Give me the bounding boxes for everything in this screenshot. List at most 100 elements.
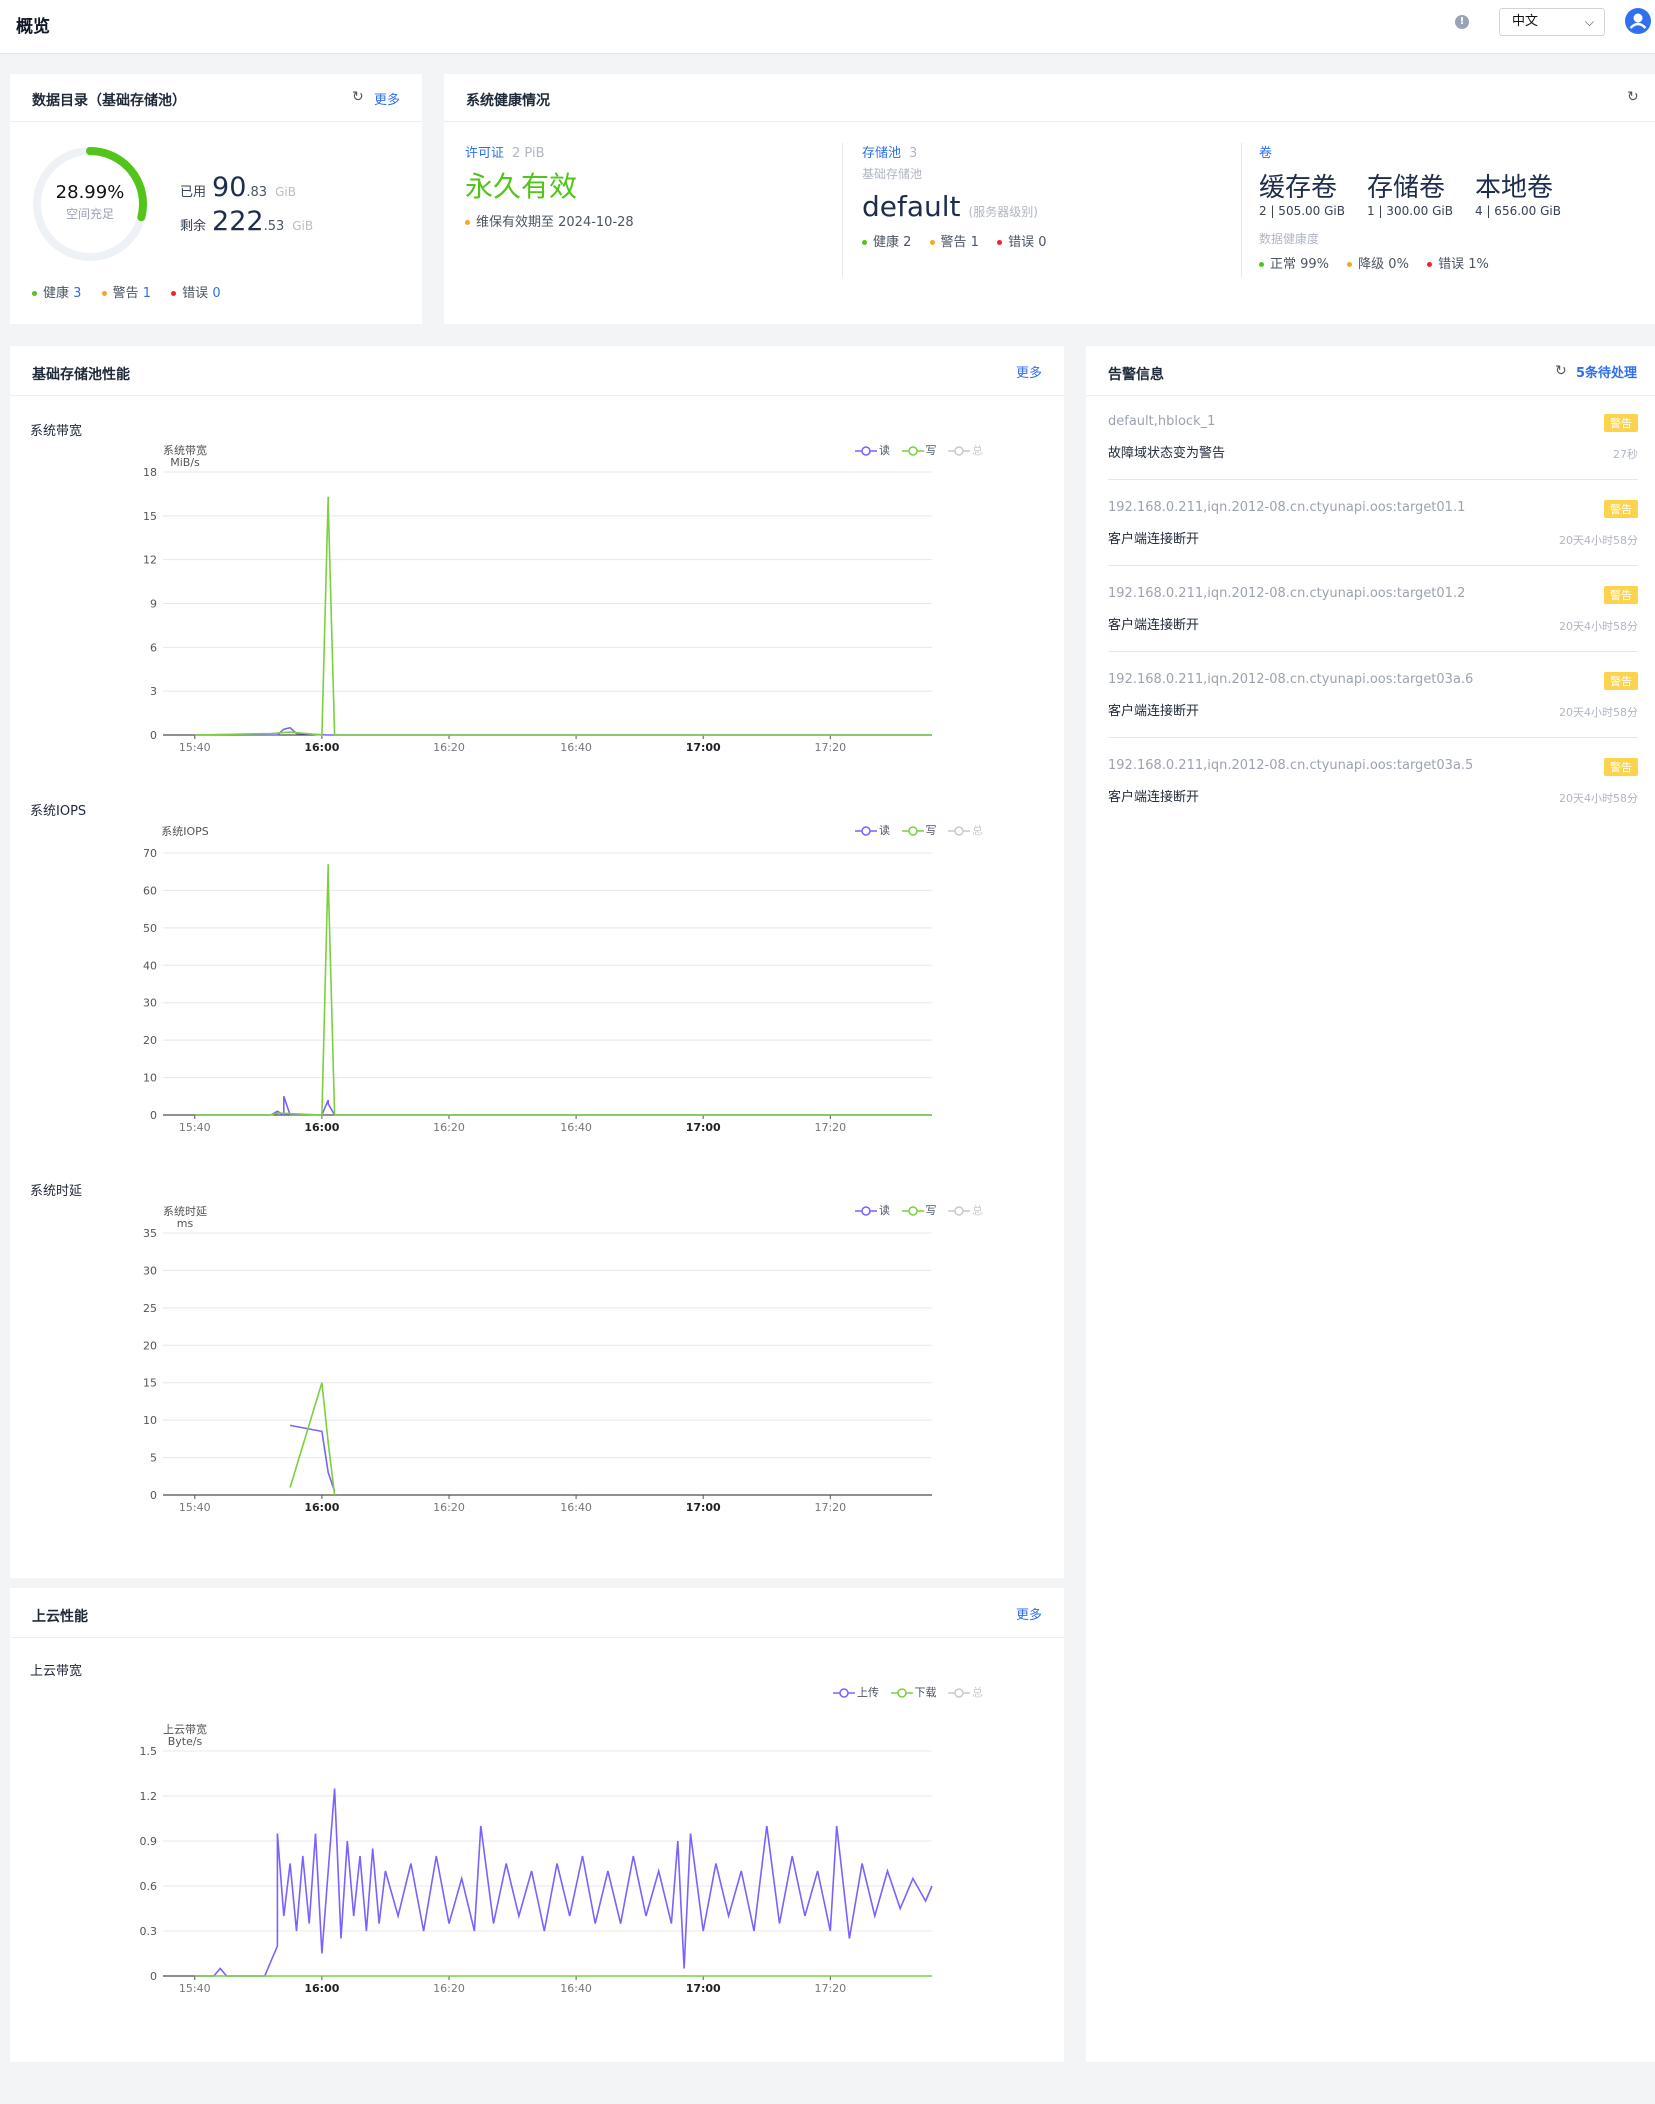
volume-storage[interactable]: 存储卷 1 | 300.00 GiB (1367, 167, 1475, 218)
alert-item[interactable]: 192.168.0.211,iqn.2012-08.cn.ctyunapi.oo… (1108, 482, 1638, 566)
alert-item[interactable]: 192.168.0.211,iqn.2012-08.cn.ctyunapi.oo… (1108, 654, 1638, 738)
data-health-label: 数据健康度 (1259, 232, 1320, 246)
maintenance-note: 维保有效期至 2024-10-28 (476, 215, 634, 230)
chart-title: 系统IOPS (30, 804, 87, 819)
pool-label[interactable]: 存储池 (862, 146, 902, 161)
warning-label: 警告 (112, 286, 139, 301)
alert-time: 20天4小时58分 (1559, 534, 1638, 547)
volume-local[interactable]: 本地卷 4 | 656.00 GiB (1475, 167, 1583, 218)
error-count[interactable]: 0 (212, 286, 221, 301)
volume-stat: 4 | 656.00 GiB (1475, 204, 1561, 218)
pool-sub: 基础存储池 (862, 167, 923, 181)
alert-source: 192.168.0.211,iqn.2012-08.cn.ctyunapi.oo… (1108, 672, 1474, 687)
language-select[interactable]: 中文 ⌵ (1499, 8, 1605, 36)
data-catalog-header: 数据目录（基础存储池） ↻ 更多 (10, 74, 422, 122)
volume-name: 缓存卷 (1259, 173, 1338, 203)
legend-download[interactable]: 下载 (890, 1684, 937, 1700)
volume-stat: 1 | 300.00 GiB (1367, 204, 1453, 218)
warning-dot-icon (101, 291, 107, 296)
legend-total[interactable]: 总 (948, 1202, 983, 1218)
data-degraded: 降级 0% (1358, 257, 1409, 272)
alert-message: 客户端连接断开 (1108, 704, 1200, 719)
alerts-card: 告警信息 ↻ 5条待处理 default,hblock_1 故障域状态变为警告 … (1086, 346, 1655, 2062)
healthy-dot-icon (862, 240, 867, 245)
pool-level: (服务器级别) (968, 205, 1038, 219)
chart-legend: 读 写 总 (855, 822, 991, 838)
healthy-count[interactable]: 3 (73, 286, 82, 301)
chart-title: 系统时延 (30, 1184, 83, 1199)
cloud-performance-more-link[interactable]: 更多 (1015, 1608, 1042, 1623)
volume-label[interactable]: 卷 (1259, 146, 1273, 161)
data-error: 错误 1% (1438, 257, 1489, 272)
chart-legend: 读 写 总 (855, 442, 991, 458)
used-capacity: 已用 90.83 GiB (180, 172, 296, 203)
capacity-percent: 28.99% (55, 182, 125, 203)
alert-badge: 警告 (1604, 414, 1638, 432)
error-dot-icon (997, 240, 1003, 245)
legend-total[interactable]: 总 (948, 442, 983, 458)
refresh-icon[interactable]: ↻ (352, 89, 364, 105)
pool-warning: 警告 1 (940, 235, 979, 250)
alert-item[interactable]: 192.168.0.211,iqn.2012-08.cn.ctyunapi.oo… (1108, 568, 1638, 652)
license-label[interactable]: 许可证 (465, 146, 505, 161)
legend-read[interactable]: 读 (855, 822, 890, 838)
pool-performance-more-link[interactable]: 更多 (1015, 366, 1042, 381)
system-health-card: 系统健康情况 ↻ (444, 74, 1655, 324)
pool-performance-header: 基础存储池性能 更多 (10, 346, 1064, 396)
pool-name: default (862, 190, 961, 223)
normal-dot-icon (1259, 262, 1264, 267)
error-label: 错误 (182, 286, 209, 301)
info-circle-icon[interactable]: ! (1455, 15, 1469, 29)
alert-time: 20天4小时58分 (1559, 706, 1638, 719)
legend-read[interactable]: 读 (855, 1202, 890, 1218)
legend-write[interactable]: 写 (901, 1202, 937, 1218)
volume-name: 本地卷 (1475, 173, 1554, 203)
legend-write[interactable]: 写 (901, 822, 937, 838)
alert-time: 20天4小时58分 (1559, 792, 1638, 805)
used-unit: GiB (275, 185, 296, 199)
data-catalog-card: 数据目录（基础存储池） ↻ 更多 28.99% 空间充足 已用 90.83 GiB … (10, 74, 422, 324)
used-label: 已用 (180, 185, 207, 200)
refresh-icon[interactable]: ↻ (1555, 363, 1567, 379)
pool-healthy: 健康 2 (873, 235, 912, 250)
degraded-dot-icon (1347, 262, 1353, 267)
legend-read[interactable]: 读 (855, 442, 890, 458)
volume-section: 卷 缓存卷 2 | 505.00 GiB 存储卷 1 | 300.00 GiB … (1259, 142, 1583, 272)
license-value: 永久有效 (465, 170, 578, 203)
pool-performance-card: 基础存储池性能 更多 (10, 346, 1064, 1578)
chart-title: 系统带宽 (30, 424, 83, 439)
legend-upload[interactable]: 上传 (833, 1684, 879, 1700)
capacity-status: 空间充足 (65, 207, 114, 221)
warning-dot-icon (929, 240, 935, 245)
license-section: 许可证 2 PiB 永久有效 维保有效期至 2024-10-28 (465, 142, 634, 230)
volume-cache[interactable]: 缓存卷 2 | 505.00 GiB (1259, 167, 1367, 218)
alert-item[interactable]: default,hblock_1 故障域状态变为警告 警告 27秒 (1108, 396, 1638, 480)
volume-name: 存储卷 (1367, 173, 1446, 203)
alert-source: 192.168.0.211,iqn.2012-08.cn.ctyunapi.oo… (1108, 758, 1474, 773)
legend-total[interactable]: 总 (948, 1684, 983, 1700)
healthy-dot-icon (32, 291, 37, 296)
healthy-label: 健康 (43, 286, 70, 301)
pool-performance-title: 基础存储池性能 (32, 367, 130, 383)
alert-item[interactable]: 192.168.0.211,iqn.2012-08.cn.ctyunapi.oo… (1108, 740, 1638, 824)
divider (842, 143, 843, 277)
used-value: 90 (212, 172, 247, 203)
alert-message: 故障域状态变为警告 (1108, 446, 1226, 461)
error-dot-icon (171, 291, 177, 296)
legend-total[interactable]: 总 (948, 822, 983, 838)
alert-badge: 警告 (1604, 672, 1638, 690)
alert-source: 192.168.0.211,iqn.2012-08.cn.ctyunapi.oo… (1108, 586, 1466, 601)
error-dot-icon (1427, 262, 1433, 267)
pending-alerts-link[interactable]: 5条待处理 (1575, 366, 1637, 381)
free-unit: GiB (292, 219, 314, 233)
capacity-ring: 28.99% 空间充足 (30, 144, 150, 264)
data-catalog-more-link[interactable]: 更多 (373, 93, 400, 108)
top-bar: 概览 ! 中文 ⌵ (0, 0, 1655, 54)
user-avatar-icon[interactable] (1625, 8, 1651, 34)
warning-count[interactable]: 1 (142, 286, 152, 301)
legend-write[interactable]: 写 (901, 442, 937, 458)
system-health-title: 系统健康情况 (466, 93, 550, 109)
alerts-header: 告警信息 ↻ 5条待处理 (1086, 346, 1655, 396)
alert-message: 客户端连接断开 (1108, 618, 1200, 633)
refresh-icon[interactable]: ↻ (1627, 89, 1639, 105)
